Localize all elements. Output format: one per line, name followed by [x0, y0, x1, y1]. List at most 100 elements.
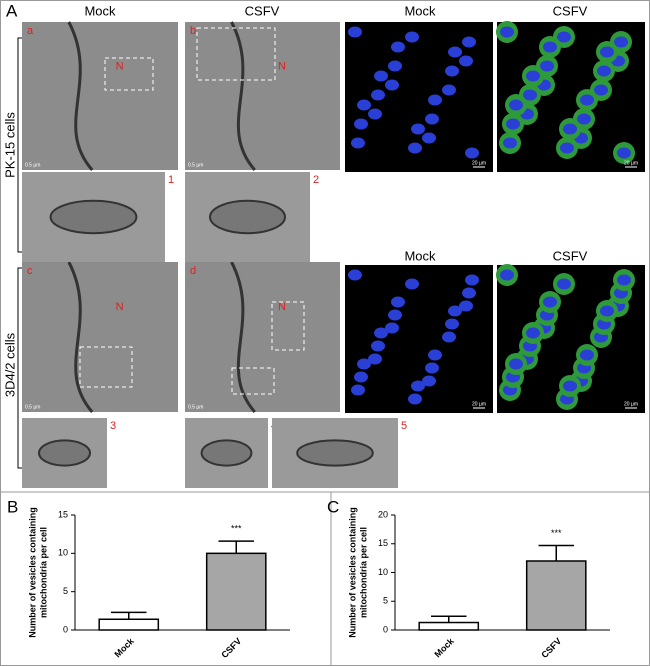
- nucleus: [357, 358, 371, 370]
- y-axis-label: Number of vesicles containing: [347, 507, 357, 638]
- nucleus: [445, 318, 459, 330]
- scale-label: 0.5 µm: [188, 162, 203, 168]
- image-label: a: [27, 25, 34, 37]
- nucleus: [500, 26, 514, 38]
- cell-membrane: [230, 21, 256, 171]
- panel-label: B: [7, 497, 18, 516]
- nucleus-label: N: [116, 60, 124, 72]
- nucleus: [408, 393, 422, 405]
- nucleus: [563, 123, 577, 135]
- bar: [525, 560, 587, 631]
- nucleus: [442, 331, 456, 343]
- nucleus: [371, 89, 385, 101]
- nucleus: [557, 278, 571, 290]
- scale-label: 0.5 µm: [188, 404, 203, 410]
- nucleus: [428, 94, 442, 106]
- scale-label: 0.5 µm: [25, 162, 40, 168]
- nucleus: [442, 84, 456, 96]
- nucleus: [594, 84, 608, 96]
- nucleus: [500, 269, 514, 281]
- row-label: PK-15 cells: [2, 112, 17, 178]
- nucleus-label: N: [278, 60, 286, 72]
- nucleus: [557, 31, 571, 43]
- bar: [205, 552, 267, 631]
- nucleus: [368, 108, 382, 120]
- inset-label: 5: [401, 420, 407, 432]
- x-tick-label: CSFV: [539, 636, 563, 660]
- nucleus: [543, 296, 557, 308]
- nucleus: [385, 322, 399, 334]
- mitochondrion: [38, 439, 91, 467]
- nucleus: [560, 142, 574, 154]
- inset-label: 1: [168, 174, 174, 186]
- nucleus: [543, 41, 557, 53]
- image-label: c: [27, 265, 33, 277]
- y-tick-label: 10: [378, 567, 388, 577]
- x-tick-label: Mock: [432, 635, 456, 659]
- scale-label: 20 µm: [624, 160, 638, 166]
- nucleus: [503, 137, 517, 149]
- nucleus: [348, 269, 362, 281]
- nucleus: [617, 274, 631, 286]
- nucleus: [448, 305, 462, 317]
- x-tick-label: Mock: [112, 635, 136, 659]
- nucleus: [374, 327, 388, 339]
- nucleus: [509, 358, 523, 370]
- cell-membrane: [230, 261, 256, 413]
- y-tick-label: 5: [383, 596, 388, 606]
- nucleus: [354, 118, 368, 130]
- column-header: Mock: [404, 3, 436, 18]
- nucleus: [600, 46, 614, 58]
- nucleus: [357, 99, 371, 111]
- inset-box: [196, 27, 276, 81]
- nucleus: [580, 349, 594, 361]
- nucleus: [411, 123, 425, 135]
- y-axis-label: mitochondria per cell: [38, 527, 48, 618]
- em-image: [22, 262, 178, 412]
- x-tick-label: CSFV: [219, 636, 243, 660]
- y-tick-label: 15: [58, 509, 68, 519]
- nucleus: [597, 65, 611, 77]
- nucleus: [523, 89, 537, 101]
- nucleus: [422, 375, 436, 387]
- em-image: [22, 22, 178, 170]
- inset-box: [231, 367, 275, 395]
- scale-label: 20 µm: [472, 160, 486, 166]
- scale-label: 20 µm: [472, 401, 486, 407]
- scale-label: 20 µm: [624, 401, 638, 407]
- nucleus: [462, 36, 476, 48]
- nucleus: [506, 118, 520, 130]
- y-tick-label: 20: [378, 509, 388, 519]
- nucleus: [526, 70, 540, 82]
- panel-label: C: [327, 497, 339, 516]
- nucleus: [459, 300, 473, 312]
- nucleus: [348, 26, 362, 38]
- nucleus: [391, 296, 405, 308]
- column-header: CSFV: [553, 248, 588, 263]
- inset-box: [79, 346, 133, 388]
- inset-box: [271, 301, 305, 351]
- y-tick-label: 0: [383, 624, 388, 634]
- nucleus: [408, 142, 422, 154]
- y-tick-label: 10: [58, 548, 68, 558]
- nucleus: [354, 371, 368, 383]
- nucleus: [465, 147, 479, 159]
- mitochondrion: [200, 439, 253, 467]
- nucleus: [577, 113, 591, 125]
- em-image: [185, 262, 340, 412]
- nucleus: [459, 55, 473, 67]
- nucleus: [388, 309, 402, 321]
- nucleus: [425, 362, 439, 374]
- scale-label: 0.5 µm: [25, 404, 40, 410]
- y-axis-label: Number of vesicles containing: [27, 507, 37, 638]
- nucleus: [509, 99, 523, 111]
- y-tick-label: 15: [378, 538, 388, 548]
- y-tick-label: 5: [63, 586, 68, 596]
- panel-label: A: [6, 1, 18, 20]
- nucleus: [526, 327, 540, 339]
- nucleus: [465, 274, 479, 286]
- nucleus: [428, 349, 442, 361]
